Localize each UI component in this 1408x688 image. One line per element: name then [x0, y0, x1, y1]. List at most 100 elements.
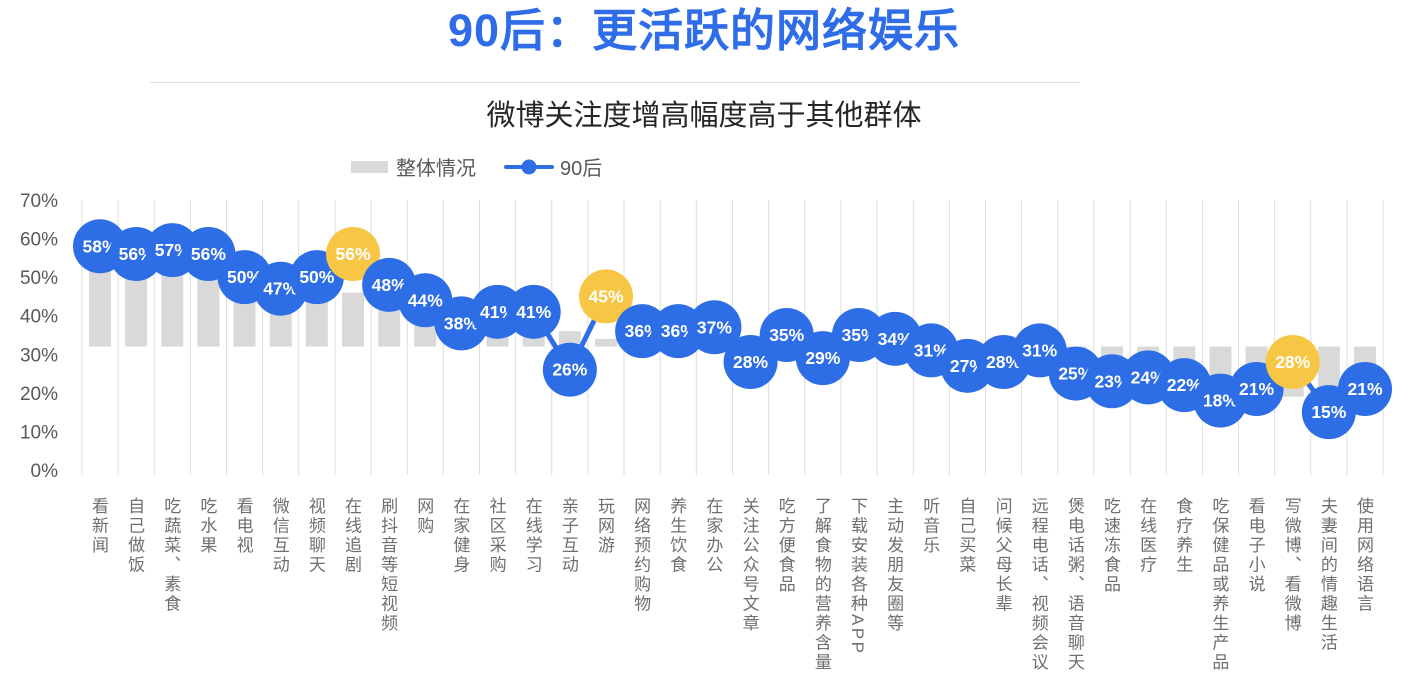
overall-bar: [558, 331, 581, 347]
category-label: 写微博、看微博: [1281, 497, 1301, 634]
data-point-label: 28%: [733, 352, 768, 372]
legend-item-post90s: 90后: [504, 152, 602, 181]
category-label: 吃水果: [197, 497, 217, 556]
overall-bar: [595, 338, 618, 347]
data-point-label: 22%: [1167, 375, 1202, 395]
category-label: 吃方便食品: [775, 497, 795, 595]
overall-bar: [342, 292, 365, 347]
overall-bar: [161, 261, 184, 347]
y-tick-label: 30%: [20, 345, 58, 366]
category-label: 食疗养生: [1173, 497, 1193, 575]
data-point-label: 44%: [408, 290, 443, 310]
category-label: 网购: [414, 497, 434, 536]
data-point-label: 18%: [1203, 391, 1238, 411]
category-label: 养生饮食: [667, 497, 687, 575]
data-point-label: 56%: [335, 244, 370, 264]
data-point-label: 47%: [263, 279, 298, 299]
data-point-label: 34%: [878, 329, 913, 349]
data-point-label: 27%: [950, 356, 985, 376]
data-point-label: 23%: [1094, 371, 1129, 391]
data-point-circle-highlight: [326, 227, 381, 281]
data-point-label: 28%: [1275, 352, 1310, 372]
category-label: 使用网络语言: [1354, 497, 1373, 614]
data-point-circle: [542, 342, 597, 397]
data-point-circle: [506, 284, 561, 339]
category-label: 关注公众号文章: [739, 497, 759, 634]
category-label: 网络预约购物: [631, 497, 651, 614]
chart-plot: 0%10%20%30%40%50%60%70%58% 56% 57% 56%50%47…: [20, 191, 1393, 482]
category-label: 听音乐: [920, 497, 940, 556]
overall-bar: [305, 296, 328, 347]
data-point-label: 35%: [769, 325, 804, 345]
category-label: 刷抖音等短视频: [378, 497, 398, 634]
data-point-label: 36%: [625, 321, 660, 341]
post90s-dot-icon: [521, 159, 537, 174]
data-point-label: 28%: [986, 352, 1021, 372]
data-point-label: 38%: [444, 313, 479, 333]
data-point-label: 56%: [119, 244, 154, 264]
data-point-label: 31%: [1022, 340, 1057, 360]
category-label: 夫妻间的情趣生活: [1317, 497, 1337, 653]
y-tick-label: 0%: [31, 461, 59, 482]
y-tick-label: 50%: [20, 268, 58, 289]
data-point-label: 21%: [1239, 379, 1274, 399]
data-point-label: 26%: [552, 360, 587, 380]
data-point-circle-highlight: [579, 269, 634, 324]
data-point-label: 56%: [191, 244, 226, 264]
category-label: 吃速冻食品: [1101, 497, 1120, 595]
data-point-label: 31%: [914, 340, 949, 360]
data-point-label: 15%: [1311, 402, 1346, 422]
overall-bar: [378, 308, 401, 347]
post90s-line-swatch-icon: [504, 159, 554, 174]
category-label: 社区采购: [486, 497, 506, 575]
page-title: 90后：更活跃的网络娱乐: [447, 5, 961, 56]
data-point-label: 29%: [805, 348, 840, 368]
overall-bar: [125, 265, 148, 347]
data-point-circle-highlight: [1265, 335, 1320, 389]
data-point-label: 24%: [1131, 367, 1166, 387]
data-point-label: 45%: [588, 286, 623, 306]
legend-item-overall: 整体情况: [351, 152, 476, 181]
category-label: 看电子小说: [1245, 497, 1265, 595]
category-label: 亲子互动: [558, 497, 578, 575]
category-label: 微信互动: [269, 497, 289, 575]
title-divider: [150, 82, 1080, 83]
data-point-label: 58%: [82, 236, 117, 256]
data-point-label: 41%: [516, 302, 551, 322]
category-label: 下载安装各种APP: [848, 497, 867, 656]
legend-post90s-label: 90后: [560, 158, 603, 180]
category-label: 自己买菜: [956, 497, 976, 575]
overall-bar-swatch-icon: [351, 160, 388, 173]
chart-subtitle: 微博关注度增高幅度高于其他群体: [486, 100, 922, 132]
overall-bar: [1317, 346, 1340, 393]
category-label: 吃蔬菜、素食: [161, 497, 181, 614]
y-tick-label: 10%: [20, 422, 58, 443]
category-label: 在家办公: [703, 497, 723, 575]
data-point-label: 21%: [1347, 379, 1382, 399]
category-label: 煲电话粥、语音聊天: [1064, 497, 1084, 673]
overall-bar: [89, 257, 111, 347]
y-tick-label: 40%: [20, 307, 58, 328]
data-point-label: 35%: [841, 325, 876, 345]
category-label: 问候父母长辈: [992, 497, 1012, 614]
data-point-label: 48%: [372, 275, 407, 295]
y-tick-label: 20%: [20, 384, 58, 405]
category-label: 远程电话、视频会议: [1028, 497, 1048, 673]
data-point-label: 50%: [227, 267, 262, 287]
category-label: 在线学习: [522, 497, 542, 575]
data-point-label: 36%: [661, 321, 696, 341]
legend-overall-label: 整体情况: [396, 158, 476, 180]
data-point-label: 41%: [480, 302, 515, 322]
data-point-label: 37%: [697, 317, 732, 337]
category-label: 看电视: [233, 497, 253, 556]
category-label: 在线追剧: [342, 497, 361, 575]
data-point-label: 25%: [1058, 364, 1093, 384]
category-label: 自己做饭: [125, 497, 145, 575]
y-tick-label: 70%: [20, 191, 58, 212]
category-label: 玩网游: [595, 497, 614, 556]
legend: 整体情况 90后: [351, 152, 602, 181]
category-label: 视频聊天: [305, 497, 325, 575]
data-point-circle: [1338, 362, 1393, 416]
overall-bar: [197, 265, 220, 347]
